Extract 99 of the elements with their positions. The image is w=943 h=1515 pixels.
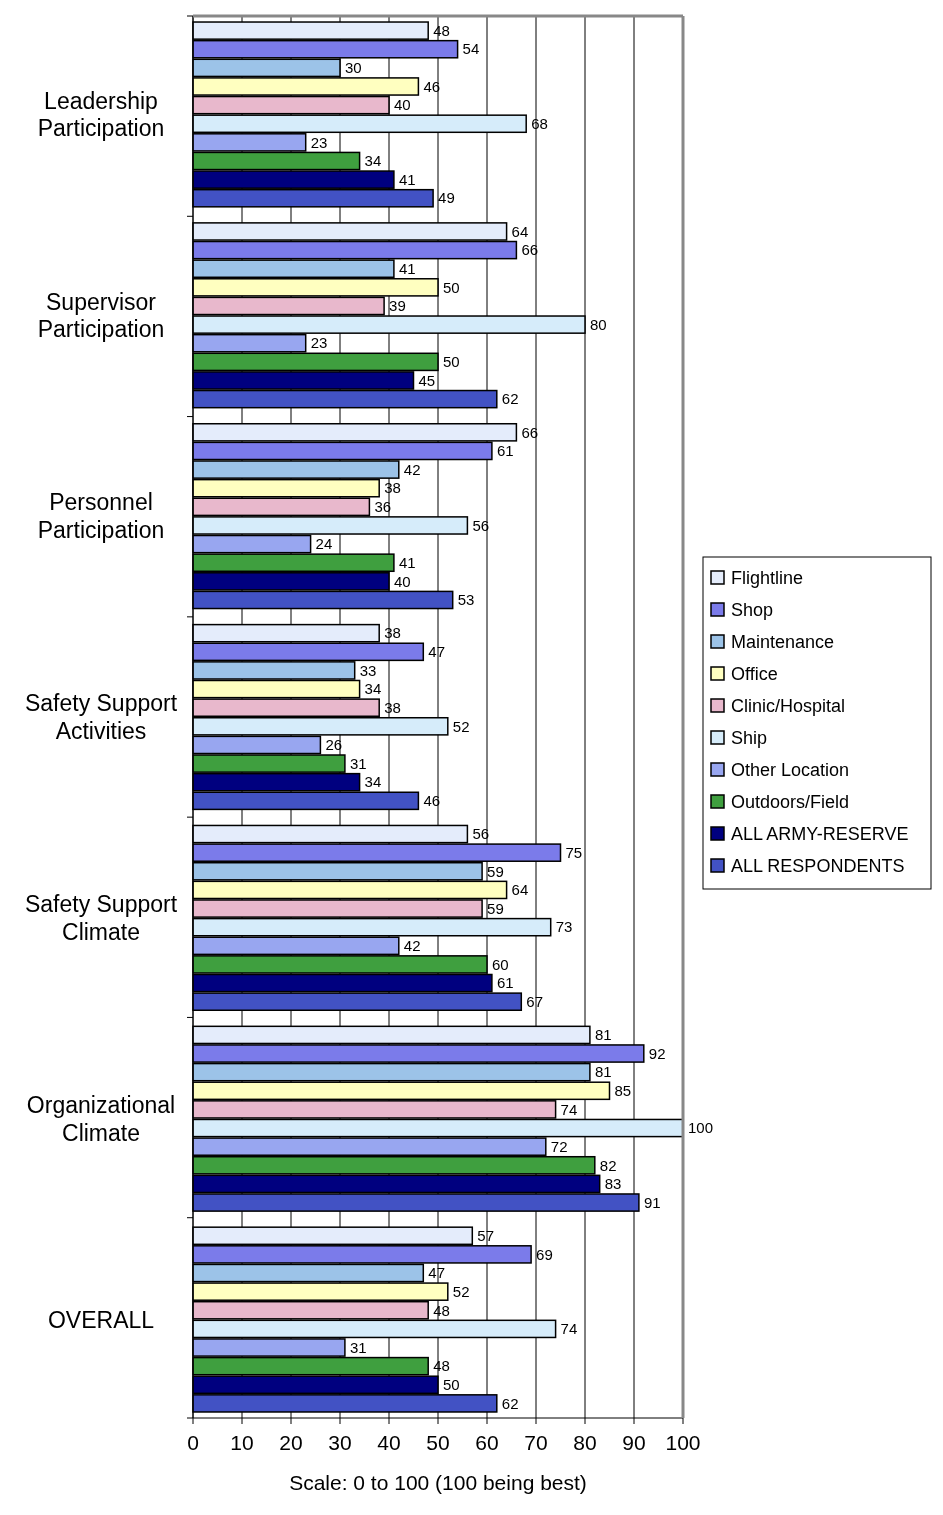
data-label: 56: [472, 516, 490, 534]
y-tick-label: Safety Support Climate: [24, 891, 178, 945]
data-label: 83: [604, 1175, 622, 1193]
x-tick-label: 10: [230, 1431, 254, 1454]
data-label: 41: [398, 553, 416, 571]
data-label: 38: [384, 698, 401, 716]
data-label: 40: [394, 96, 411, 114]
data-label: 41: [398, 259, 416, 277]
x-tick-label: 100: [665, 1431, 701, 1454]
data-label: 68: [531, 114, 548, 132]
legend-label: Outdoors/Field: [731, 792, 850, 813]
data-label: 41: [398, 170, 416, 188]
data-label: 61: [496, 974, 514, 992]
data-label: 31: [349, 754, 367, 772]
data-label: 67: [526, 992, 543, 1010]
data-label: 38: [384, 479, 401, 497]
data-label: 59: [487, 899, 504, 917]
x-tick-label: 30: [328, 1431, 352, 1454]
data-label: 46: [423, 77, 441, 95]
x-tick-label: 90: [622, 1431, 646, 1454]
data-label: 81: [594, 1063, 612, 1081]
data-label: 74: [560, 1100, 578, 1118]
data-label: 56: [472, 825, 490, 843]
data-label: 48: [433, 1357, 450, 1375]
data-label: 33: [359, 661, 377, 679]
data-label: 62: [501, 1394, 519, 1412]
data-label: 81: [594, 1026, 612, 1044]
data-label: 80: [590, 315, 607, 333]
data-label: 69: [536, 1245, 553, 1263]
data-label: 61: [496, 442, 514, 460]
legend-label: ALL RESPONDENTS: [731, 856, 905, 877]
data-label: 66: [521, 241, 539, 259]
data-label: 42: [403, 937, 421, 955]
x-tick-label: 0: [187, 1431, 199, 1454]
data-label: 53: [457, 591, 475, 609]
data-label: 50: [443, 353, 460, 371]
data-label: 91: [643, 1193, 661, 1211]
legend-label: Ship: [731, 728, 768, 749]
data-label: 31: [349, 1338, 367, 1356]
data-label: 92: [648, 1044, 666, 1062]
data-label: 47: [428, 643, 445, 661]
data-label: 34: [364, 773, 382, 791]
data-label: 50: [443, 278, 460, 296]
y-tick-label: Safety Support Activities: [24, 690, 178, 744]
data-label: 62: [501, 390, 519, 408]
data-label: 34: [364, 680, 382, 698]
x-tick-label: 40: [377, 1431, 401, 1454]
data-label: 54: [462, 40, 480, 58]
x-tick-label: 20: [279, 1431, 303, 1454]
data-label: 64: [511, 222, 529, 240]
y-tick-label: Personnel Participation: [37, 489, 165, 543]
data-label: 47: [428, 1264, 445, 1282]
data-label: 42: [403, 460, 421, 478]
data-label: 30: [345, 59, 362, 77]
data-label: 24: [315, 535, 333, 553]
data-label: 46: [423, 792, 441, 810]
data-label: 59: [487, 862, 504, 880]
data-label: 82: [599, 1156, 617, 1174]
data-label: 39: [389, 297, 406, 315]
y-tick-label: OVERALL: [47, 1306, 155, 1333]
data-label: 73: [555, 918, 573, 936]
data-label: 75: [565, 843, 583, 861]
data-label: 50: [443, 1376, 460, 1394]
data-label: 36: [374, 498, 392, 516]
data-label: 38: [384, 624, 401, 642]
legend-label: Shop: [731, 600, 774, 621]
data-label: 52: [452, 717, 470, 735]
data-label: 60: [492, 955, 509, 973]
data-label: 52: [452, 1282, 470, 1300]
data-label: 34: [364, 152, 382, 170]
data-label: 48: [433, 21, 450, 39]
data-label: 72: [550, 1137, 568, 1155]
data-label: 45: [418, 371, 436, 389]
legend-label: Flightline: [731, 568, 804, 589]
data-label: 66: [521, 423, 539, 441]
data-label: 23: [310, 133, 328, 151]
legend-label: Clinic/Hospital: [731, 696, 846, 717]
y-tick-label: Organizational Climate: [26, 1091, 176, 1146]
y-tick-label: Leadership Participation: [37, 87, 165, 142]
x-tick-label: 50: [426, 1431, 450, 1454]
x-tick-label: 80: [573, 1431, 597, 1454]
legend-label: ALL ARMY-RESERVE: [731, 824, 909, 845]
data-label: 85: [614, 1082, 632, 1100]
legend-label: Maintenance: [731, 632, 835, 653]
data-label: 48: [433, 1301, 450, 1319]
x-tick-label: 70: [524, 1431, 548, 1454]
x-axis-title: Scale: 0 to 100 (100 being best): [289, 1471, 587, 1494]
data-label: 74: [560, 1320, 578, 1338]
data-label: 49: [438, 189, 455, 207]
legend-label: Office: [731, 664, 778, 685]
data-label: 57: [477, 1227, 494, 1244]
data-label: 26: [325, 736, 343, 754]
data-label: 40: [394, 572, 411, 590]
legend-label: Other Location: [731, 760, 850, 781]
data-label: 100: [688, 1119, 714, 1137]
data-label: 64: [511, 881, 529, 899]
x-tick-label: 60: [475, 1431, 499, 1454]
data-label: 23: [310, 334, 328, 352]
y-tick-label: Supervisor Participation: [37, 288, 165, 343]
